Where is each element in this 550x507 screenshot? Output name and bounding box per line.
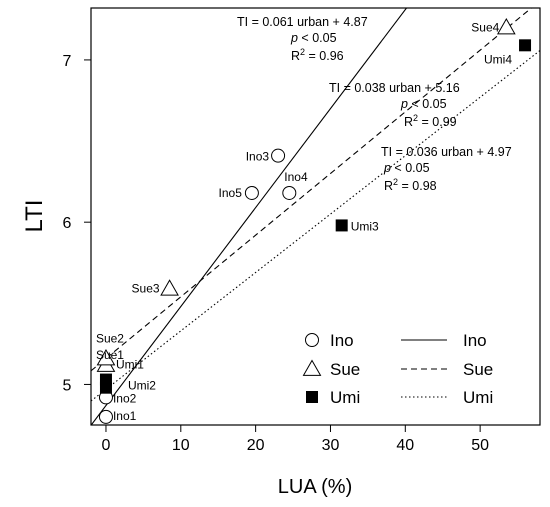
point-sue2 (96, 348, 116, 366)
point-umi3 (335, 219, 348, 232)
point-label-ino5: Ino5 (219, 186, 243, 200)
fit-line-ino (91, 8, 408, 425)
point-ino1 (98, 409, 113, 424)
y-tick-label: 5 (63, 377, 72, 394)
legend: Ino Ino Sue Sue Umi Umi (302, 331, 493, 407)
fit-line-sue (91, 8, 533, 372)
point-ino5 (244, 185, 259, 200)
data-points (96, 17, 532, 424)
plot-frame (90, 7, 541, 426)
y-tick-label: 7 (63, 53, 72, 70)
point-label-ino2: Ino2 (113, 391, 137, 405)
point-label-sue1: Sue1 (96, 348, 124, 362)
r-squared-sue: R2 = 0.99 (404, 113, 457, 129)
point-label-ino1: Ino1 (113, 409, 137, 423)
p-value-ino: p < 0.05 (290, 31, 337, 45)
point-label-ino3: Ino3 (246, 150, 270, 164)
ticks-layer: 0 10 20 30 40 50 5 6 7 (63, 53, 490, 454)
x-tick-label: 40 (396, 437, 414, 454)
point-label-sue4: Sue4 (471, 20, 499, 34)
r-squared-umi: R2 = 0.98 (384, 177, 437, 193)
point-label-sue3: Sue3 (132, 282, 160, 296)
point-label-umi3: Umi3 (351, 219, 379, 233)
equation-ino: TI = 0.061 urban + 4.87 (237, 15, 368, 29)
point-ino4 (282, 185, 297, 200)
fit-lines (91, 8, 540, 425)
x-axis-label: LUA (%) (278, 476, 352, 498)
r-squared-ino: R2 = 0.96 (291, 47, 344, 63)
x-tick-label: 50 (471, 437, 489, 454)
x-tick-label: 0 (102, 437, 111, 454)
point-label-sue2: Sue2 (96, 331, 124, 345)
point-label-umi4: Umi4 (484, 52, 512, 66)
point-sue4 (496, 17, 516, 35)
legend-marker-umi (306, 391, 318, 403)
legend-marker-label-sue: Sue (330, 360, 360, 379)
legend-marker-label-umi: Umi (330, 388, 360, 407)
point-umi4 (519, 39, 532, 52)
x-tick-label: 30 (322, 437, 340, 454)
legend-line-label-umi: Umi (463, 388, 493, 407)
legend-marker-label-ino: Ino (330, 331, 354, 350)
p-value-sue: p < 0.05 (400, 97, 447, 111)
point-sue3 (160, 279, 179, 296)
x-tick-label: 10 (172, 437, 190, 454)
regression-annotations: TI = 0.061 urban + 4.87 p < 0.05 R2 = 0.96… (237, 15, 512, 193)
p-value-umi: p < 0.05 (383, 161, 430, 175)
y-axis-label: LTI (21, 200, 48, 233)
point-labels: Ino1 Ino2 Ino3 Ino4 Ino5 Sue1 Sue2 Sue3 Sue4 Umi1… (96, 20, 512, 422)
point-umi2 (99, 381, 112, 394)
legend-marker-ino (305, 333, 319, 347)
legend-marker-sue (302, 359, 322, 376)
point-label-umi2: Umi2 (128, 379, 156, 393)
equation-umi: TI = 0.036 urban + 4.97 (381, 145, 512, 159)
y-tick-label: 6 (63, 215, 72, 232)
legend-line-label-sue: Sue (463, 360, 493, 379)
equation-sue: TI = 0.038 urban + 5.16 (329, 81, 460, 95)
point-ino3 (271, 148, 286, 163)
legend-line-label-ino: Ino (463, 331, 487, 350)
fit-line-umi (91, 50, 540, 402)
x-tick-label: 20 (247, 437, 265, 454)
point-label-umi1: Umi1 (116, 358, 144, 372)
point-label-ino4: Ino4 (284, 170, 308, 184)
